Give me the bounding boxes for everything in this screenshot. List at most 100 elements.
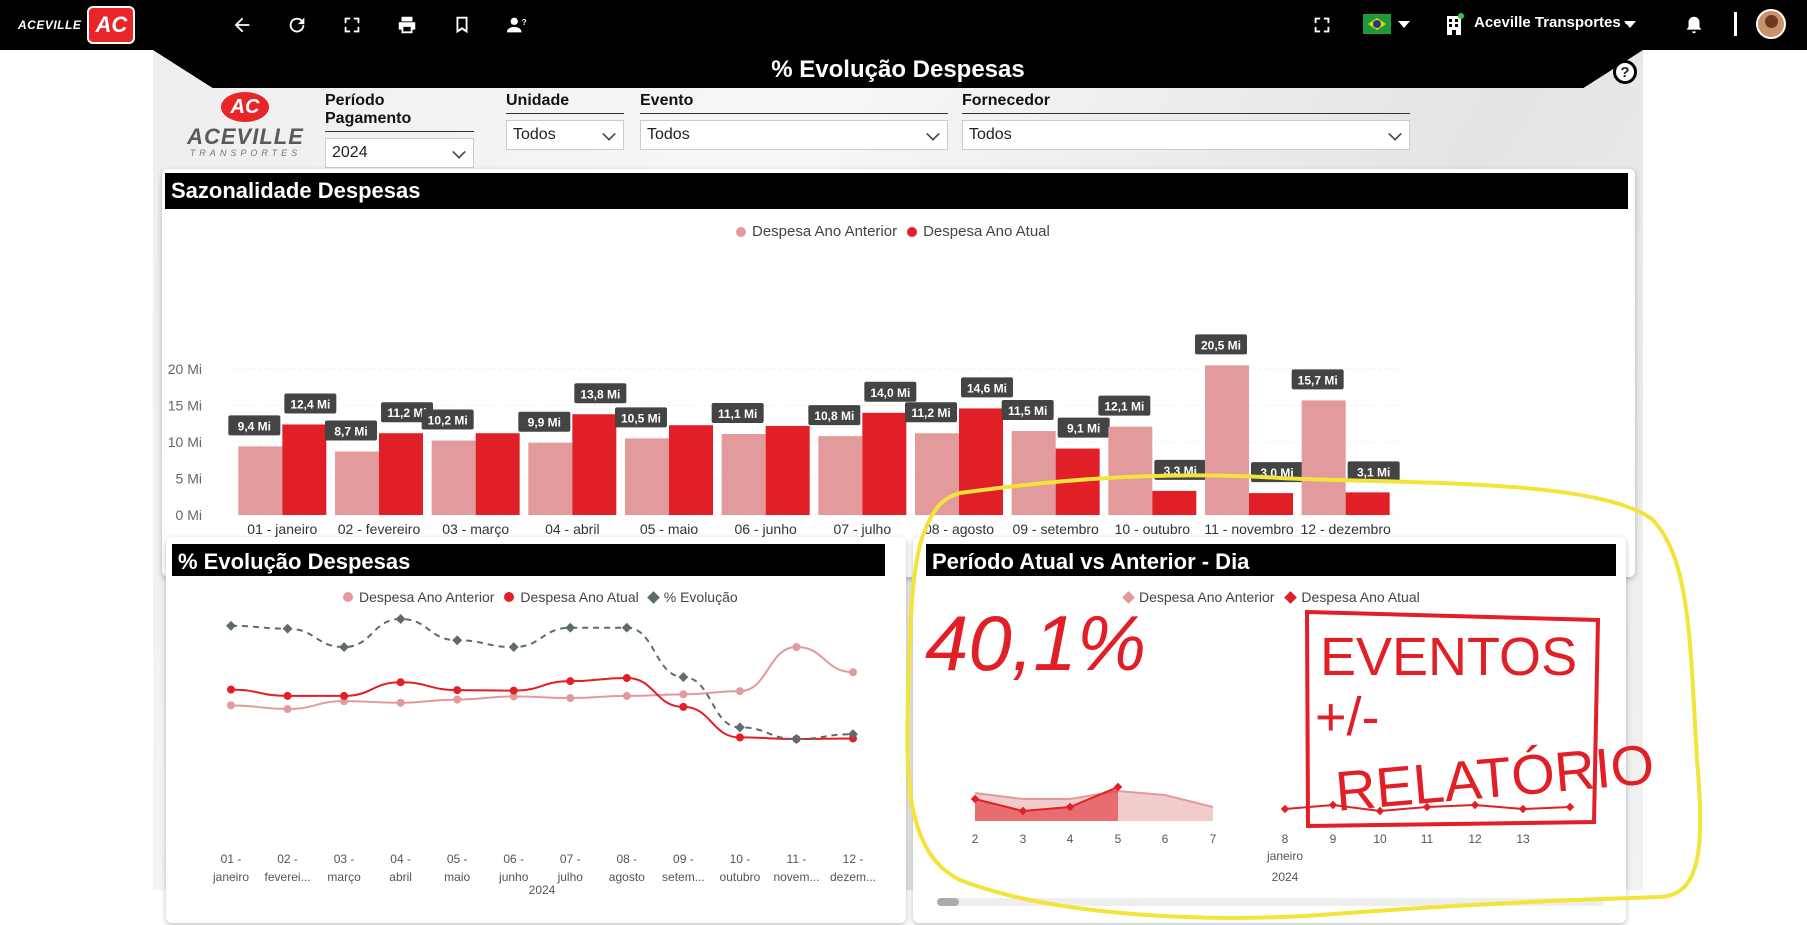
x-tick-label: 07 -	[560, 852, 581, 866]
data-point	[791, 734, 802, 744]
data-point	[1375, 806, 1385, 816]
series-line	[230, 617, 854, 741]
brazil-flag-icon[interactable]	[1363, 14, 1391, 34]
bar	[238, 446, 283, 515]
bookmark-icon[interactable]	[448, 11, 476, 39]
y-tick-label: 15 Mi	[168, 398, 202, 414]
data-point	[396, 698, 405, 707]
card-title: % Evolução Despesas	[172, 544, 885, 576]
data-point	[1565, 802, 1575, 812]
page-header	[153, 50, 1643, 88]
legend-label: Despesa Ano Anterior	[752, 223, 898, 240]
x-tick-label: 3	[1020, 832, 1027, 846]
line-chart: 01 - janeiro 02 - feverei... 03 - março 04 - ab…	[212, 614, 876, 897]
bar	[669, 425, 713, 515]
legend-marker	[343, 592, 353, 602]
x-tick-label: 10 - outubro	[1115, 521, 1191, 537]
data-label-bg	[518, 411, 571, 432]
data-point	[395, 614, 406, 624]
data-label: 10,8 Mi	[814, 409, 854, 423]
data-label-bg	[381, 402, 433, 423]
unidade-dropdown[interactable]: Todos	[506, 120, 624, 150]
bar	[765, 425, 810, 515]
x-tick-label: 5	[1115, 832, 1122, 846]
filter-label: Unidade	[506, 92, 624, 114]
bar	[1152, 490, 1197, 515]
y-tick-label: 10 Mi	[168, 434, 202, 450]
company-selector[interactable]: Aceville Transportes -	[1474, 14, 1630, 31]
data-label-bg	[421, 409, 474, 430]
bar	[1055, 448, 1100, 515]
data-label: 3,3 Mi	[1164, 464, 1197, 478]
x-tick-label: 05 -	[447, 852, 468, 866]
data-label-bg	[574, 383, 627, 404]
horizontal-scrollbar[interactable]	[937, 898, 1604, 906]
x-tick-label: outubro	[720, 870, 761, 884]
x-tick-label: 12	[1468, 832, 1482, 846]
data-point	[678, 672, 689, 683]
series-line	[230, 645, 854, 711]
data-label: 11,2 Mi	[911, 406, 950, 420]
data-point	[226, 620, 236, 631]
data-point	[565, 622, 576, 633]
data-point	[509, 692, 518, 701]
x-tick-label: 04 -	[390, 852, 411, 866]
data-point	[679, 702, 688, 711]
data-label-bg	[864, 381, 917, 402]
filter-label: Período Pagamento	[325, 92, 474, 132]
data-point	[508, 642, 519, 653]
filter-fornecedor: Fornecedor Todos	[962, 92, 1410, 150]
bell-icon[interactable]	[1680, 11, 1708, 39]
evento-dropdown[interactable]: Todos	[640, 120, 948, 150]
x-axis-year-label: 2024	[1272, 870, 1299, 884]
x-tick-label: 9	[1330, 832, 1337, 846]
data-point	[339, 642, 350, 653]
help-icon[interactable]: ?	[1613, 60, 1637, 84]
logo-mark: AC	[221, 92, 269, 122]
data-point	[227, 701, 235, 710]
periodo-dropdown[interactable]: 2024	[325, 138, 474, 168]
x-tick-label: 02 - fevereiro	[338, 521, 421, 537]
user-help-icon[interactable]: ?	[503, 11, 531, 39]
company-chevron-down-icon[interactable]	[1624, 21, 1636, 28]
data-point	[734, 722, 745, 733]
fornecedor-dropdown[interactable]: Todos	[962, 120, 1410, 150]
company-logo: AC ACEVILLE TRANSPORTES	[183, 90, 308, 160]
x-tick-label: junho	[498, 870, 529, 884]
dropdown-value: Todos	[513, 126, 556, 143]
data-label: 11,1 Mi	[718, 407, 757, 421]
data-label: 11,2 Mi	[387, 406, 426, 420]
avatar[interactable]	[1756, 9, 1786, 39]
data-point	[453, 695, 462, 704]
x-tick-label: 01 -	[221, 852, 242, 866]
back-arrow-icon[interactable]	[228, 11, 256, 39]
y-tick-label: 5 Mi	[176, 471, 202, 487]
x-tick-label: novem...	[773, 870, 819, 884]
x-tick-label: 8	[1282, 832, 1289, 846]
bar	[818, 436, 863, 515]
data-point	[340, 691, 349, 700]
bar	[431, 440, 476, 515]
x-tick-label: 04 - abril	[545, 521, 599, 537]
x-tick-label: dezem...	[830, 870, 876, 884]
x-tick-label: 01 - janeiro	[247, 521, 317, 537]
x-tick-label: 11 - novembro	[1204, 521, 1293, 537]
fullscreen-toggle-icon[interactable]	[1308, 11, 1336, 39]
refresh-icon[interactable]	[283, 11, 311, 39]
brand[interactable]: ACEVILLE AC	[18, 6, 136, 44]
data-label: 12,4 Mi	[290, 397, 330, 411]
data-label: 9,1 Mi	[1067, 422, 1100, 436]
data-point	[452, 635, 463, 646]
data-label-bg	[905, 402, 957, 423]
bar	[379, 433, 423, 515]
print-icon[interactable]	[393, 11, 421, 39]
chevron-down-icon	[1388, 127, 1402, 141]
fullscreen-icon[interactable]	[338, 11, 366, 39]
data-point	[566, 693, 575, 702]
x-tick-label: 11	[1421, 832, 1434, 846]
page-title: % Evolução Despesas	[771, 56, 1025, 83]
language-chevron-down-icon[interactable]	[1398, 21, 1410, 28]
x-tick-label: 07 - julho	[834, 521, 892, 537]
scrollbar-thumb[interactable]	[937, 898, 959, 906]
x-tick-label: maio	[444, 870, 470, 884]
